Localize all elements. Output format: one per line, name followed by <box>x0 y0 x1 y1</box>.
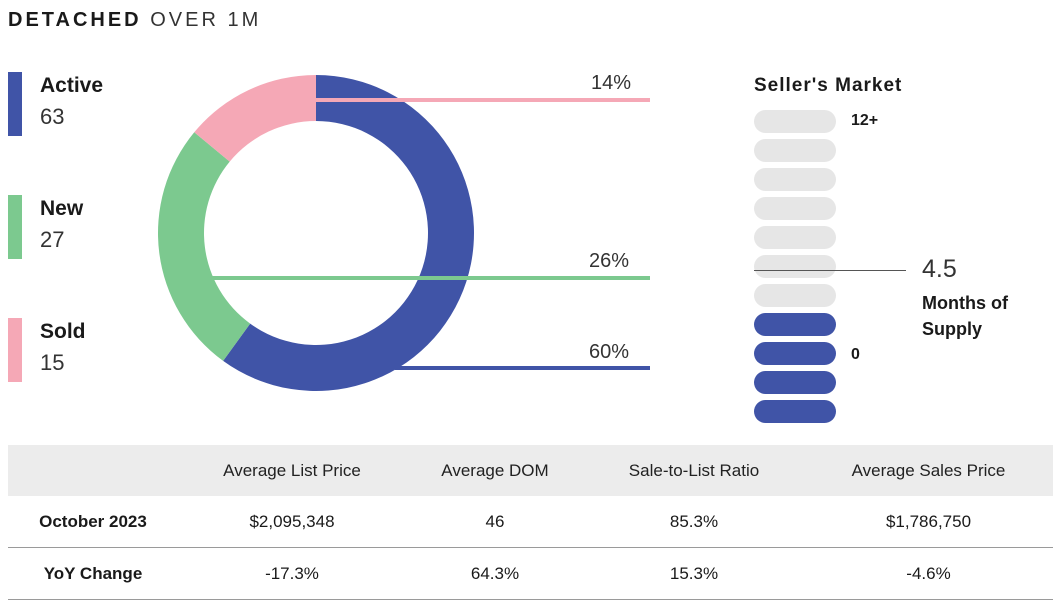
gauge-pill <box>754 168 836 191</box>
gauge-pill <box>754 139 836 162</box>
table-cell: 46 <box>485 512 505 531</box>
legend-value-active: 63 <box>40 104 65 129</box>
table-cell: -4.6% <box>906 564 951 583</box>
header-cell-empty <box>8 445 178 496</box>
title-light: OVER 1M <box>150 9 262 31</box>
table-row: YoY Change -17.3% 64.3% 15.3% -4.6% <box>8 548 1053 600</box>
gauge-pill <box>754 110 836 133</box>
gauge-marker-caption: Months of Supply <box>922 293 1008 339</box>
legend-value-new: 27 <box>40 227 65 252</box>
legend-label-sold: Sold <box>40 320 86 343</box>
legend-swatch-sold <box>8 318 22 382</box>
header-sale-to-list: Sale-to-List Ratio <box>628 461 760 480</box>
header-avg-sales-price: Average Sales Price <box>851 461 1006 480</box>
donut-chart <box>157 75 650 391</box>
donut-slice-sold <box>194 75 316 162</box>
slice-label-new: 26% <box>589 250 630 272</box>
gauge-pill <box>754 197 836 220</box>
gauge-pill <box>754 255 836 278</box>
table-cell: 64.3% <box>470 564 520 583</box>
gauge-pill <box>754 342 836 365</box>
donut-slice-new <box>157 132 251 361</box>
slice-label-active: 60% <box>589 341 630 363</box>
gauge-marker-line <box>754 270 906 271</box>
title-bold: DETACHED <box>8 9 142 31</box>
header-avg-list-price: Average List Price <box>223 461 361 480</box>
slice-label-sold: 14% <box>591 72 632 94</box>
table-cell: -17.3% <box>265 564 319 583</box>
legend-label-new: New <box>40 197 84 220</box>
table-cell: $2,095,348 <box>249 512 335 531</box>
table-cell: $1,786,750 <box>885 512 972 531</box>
legend-swatch-new <box>8 195 22 259</box>
header-avg-dom: Average DOM <box>441 461 549 480</box>
legend-label-active: Active <box>40 74 104 97</box>
donut-slice-active <box>223 75 475 391</box>
gauge-bottom-label: 0 <box>851 346 860 363</box>
table-cell: 15.3% <box>669 564 719 583</box>
gauge-pill <box>754 284 836 307</box>
gauge-title: Seller's Market <box>754 75 903 96</box>
stats-table: Average List Price Average DOM Sale-to-L… <box>8 445 1053 600</box>
page-title: DETACHED OVER 1M <box>8 9 261 32</box>
gauge-pill <box>754 313 836 336</box>
row-label: YoY Change <box>43 564 143 583</box>
gauge-top-label: 12+ <box>851 112 879 129</box>
table-header: Average List Price Average DOM Sale-to-L… <box>8 445 1053 496</box>
row-label: October 2023 <box>39 512 147 531</box>
legend-value-sold: 15 <box>40 350 65 375</box>
table-cell: 85.3% <box>669 512 719 531</box>
legend-swatch-active <box>8 72 22 136</box>
gauge-pill <box>754 226 836 249</box>
table-row: October 2023 $2,095,348 46 85.3% $1,786,… <box>8 496 1053 548</box>
gauge-pill <box>754 371 836 394</box>
gauge-pill <box>754 400 836 423</box>
gauge-marker-value: 4.5 <box>922 255 957 283</box>
